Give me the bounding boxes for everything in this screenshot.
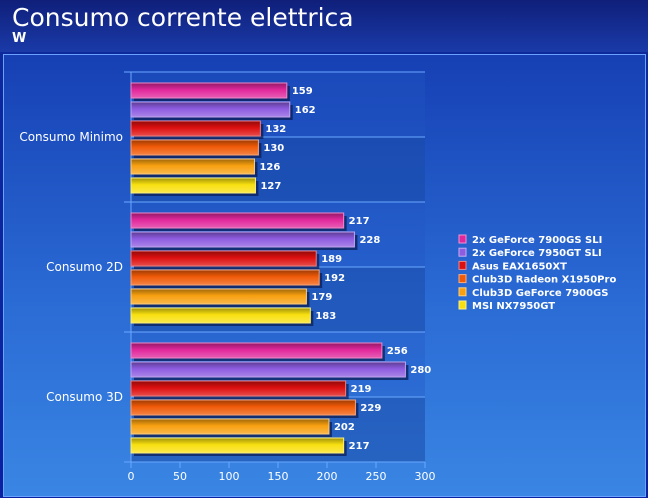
x-tick-label: 250 [366,470,387,483]
data-label: 280 [410,365,431,376]
bar [130,342,383,359]
legend-label: 2x GeForce 7950GT SLI [472,248,602,259]
bar [130,177,256,194]
bar [130,120,261,137]
bar [130,212,345,229]
bar [130,101,291,118]
bar [130,158,255,175]
data-label: 202 [334,422,355,433]
x-tick-label: 200 [317,470,338,483]
data-label: 183 [315,311,336,322]
data-label: 130 [263,143,284,154]
legend-label: 2x GeForce 7900GS SLI [472,235,602,246]
bar [130,361,406,378]
data-label: 132 [265,124,286,135]
bar [130,399,356,416]
legend-swatch [458,247,467,257]
chart-unit: W [12,31,27,46]
legend-swatch [458,287,467,297]
chart-title: Consumo corrente elettrica [12,3,354,32]
data-label: 229 [360,403,381,414]
data-label: 192 [324,273,345,284]
data-label: 159 [292,86,313,97]
data-label: 127 [260,181,281,192]
bar [130,380,347,397]
legend-swatch [458,300,467,310]
data-label: 256 [387,346,408,357]
legend-label: Club3D Radeon X1950Pro [472,275,616,286]
x-tick-label: 50 [173,470,187,483]
bar [130,139,259,156]
legend-swatch [458,234,467,244]
data-label: 217 [349,441,370,452]
data-label: 228 [359,235,380,246]
data-label: 179 [311,292,332,303]
legend-label: Club3D GeForce 7900GS [472,288,608,299]
x-tick-label: 0 [128,470,135,483]
bar [130,437,345,454]
bar [130,82,288,99]
category-label: Consumo 2D [46,260,123,274]
x-tick-label: 100 [219,470,240,483]
data-label: 162 [295,105,316,116]
header-bar: Consumo corrente elettrica W [0,0,648,52]
legend-label: MSI NX7950GT [472,301,555,312]
data-label: 217 [349,216,370,227]
data-label: 126 [259,162,280,173]
legend-label: Asus EAX1650XT [472,261,567,272]
x-tick-label: 300 [415,470,436,483]
bar [130,307,311,324]
data-label: 219 [351,384,372,395]
bar [130,418,330,435]
data-label: 189 [321,254,342,265]
legend-swatch [458,260,467,270]
bar [130,269,320,286]
category-label: Consumo 3D [46,390,123,404]
x-tick-label: 150 [268,470,289,483]
legend-swatch [458,274,467,284]
bar [130,288,307,305]
bar [130,250,317,267]
category-label: Consumo Minimo [19,130,123,144]
bar [130,231,355,248]
